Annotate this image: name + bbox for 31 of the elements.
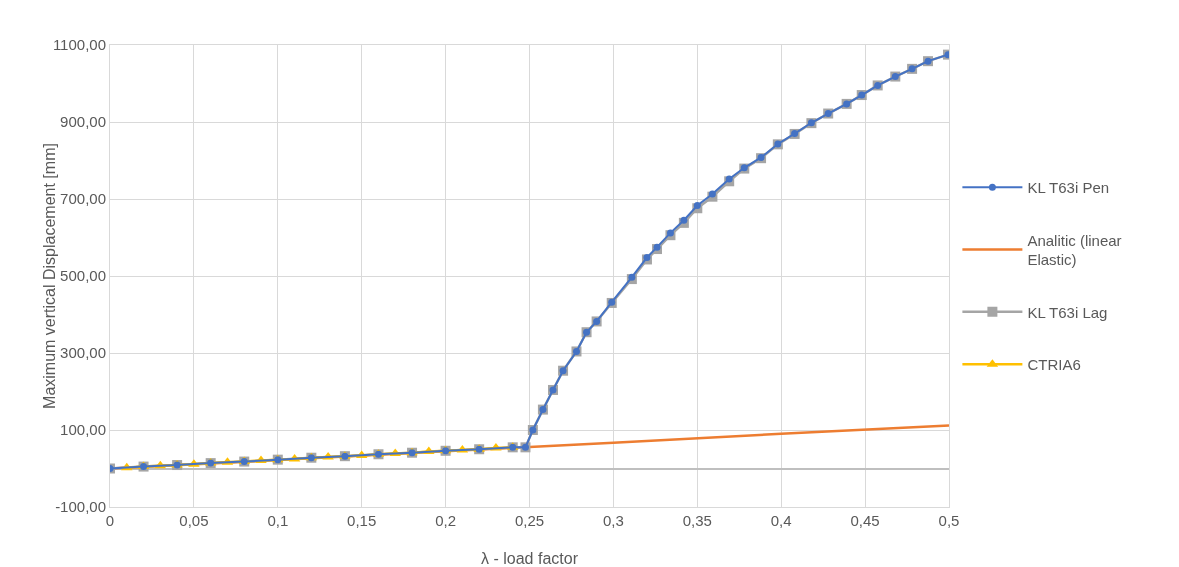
point [653, 243, 661, 251]
point [666, 229, 674, 237]
x-tick-label: 0,15 [347, 512, 377, 529]
point [708, 190, 716, 198]
x-tick-label: 0 [105, 512, 115, 529]
point [725, 175, 733, 183]
x-tick-label: 0,45 [850, 512, 880, 529]
legend-label: KL T63i Pen [1027, 179, 1110, 197]
x-tick-label: 0,4 [770, 512, 792, 529]
y-tick-label: 700,00 [60, 190, 106, 208]
y-tick-label: 900,00 [60, 113, 106, 131]
x-tick-label: 0,05 [179, 512, 209, 529]
legend-label: Analitic (linear Elastic) [1027, 231, 1122, 269]
point [680, 216, 688, 224]
x-tick-label: 0,1 [267, 512, 289, 529]
x-tick-label: 0,3 [602, 512, 624, 529]
x-tick-label: 0,5 [938, 512, 960, 529]
legend-label: CTRIA6 [1027, 356, 1081, 374]
y-tick-label: 500,00 [60, 267, 106, 285]
legend-label: KL T63i Lag [1027, 303, 1108, 321]
y-axis-title: Maximum vertical Displacement [mm] [41, 143, 59, 409]
point [628, 273, 636, 281]
y-tick-label: 1100,00 [52, 36, 106, 54]
x-tick-label: 0,35 [682, 512, 712, 529]
y-tick-label: 300,00 [60, 344, 106, 362]
y-tick-label: -100,00 [55, 498, 106, 516]
x-tick-label: 0,25 [514, 512, 545, 529]
x-tick-label: 0,2 [435, 512, 457, 529]
y-tick-label: 100,00 [60, 421, 106, 439]
point [693, 202, 701, 210]
x-axis-title: λ - load factor [481, 550, 579, 567]
